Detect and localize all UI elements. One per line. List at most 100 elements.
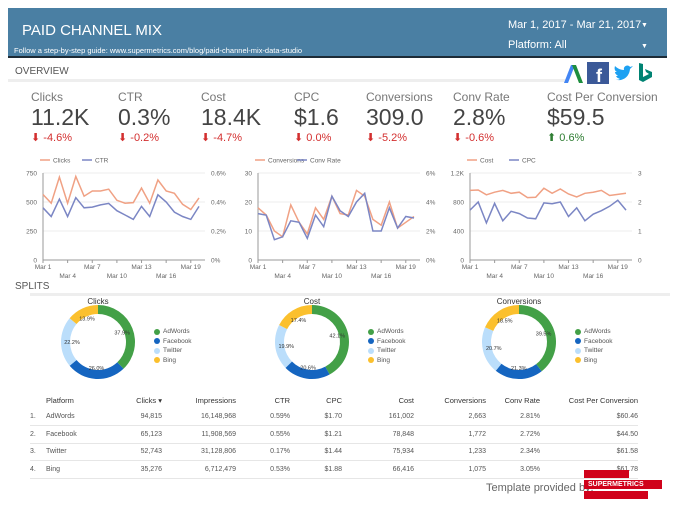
x-tick-label: Mar 16 — [156, 273, 177, 280]
x-tick-label: Mar 13 — [346, 264, 367, 271]
table-row[interactable]: 1. AdWords 94,815 16,148,968 0.59% $1.70 161,0… — [30, 408, 638, 426]
date-chevron-down-icon[interactable]: ▼ — [641, 22, 648, 29]
x-tick-label: Mar 13 — [558, 264, 579, 271]
donut-chart: 42.1% 20.6% 19.9% 17.4% — [275, 305, 349, 379]
donut-title: Cost — [303, 297, 321, 306]
x-tick-label: Mar 1 — [35, 264, 52, 271]
cell-value: 0.55% — [236, 425, 290, 444]
facebook-icon: f — [587, 62, 609, 84]
arrow-down-icon: ⬇ — [31, 132, 41, 144]
kpi-conv-rate: Conv Rate 2.8% ⬇ -0.6% — [453, 90, 510, 144]
col-platform[interactable]: Platform — [46, 395, 74, 405]
x-tick-label: Mar 16 — [583, 273, 604, 280]
legend-label: Clicks — [53, 158, 71, 165]
donut-slice-adwords — [519, 305, 557, 372]
cell-value: 52,743 — [106, 443, 162, 461]
kpi-delta-value: -4.7% — [213, 132, 243, 144]
legend-item: AdWords — [368, 327, 406, 337]
legend-dot — [368, 347, 374, 354]
cell-value: 65,123 — [106, 425, 162, 444]
legend-item: AdWords — [154, 327, 192, 337]
platform-table: Platform Clicks ▾ Impressions CTR CPC Co… — [30, 392, 638, 479]
legend-label: CPC — [522, 158, 536, 165]
x-tick-label: Mar 7 — [299, 264, 316, 271]
guide-link[interactable]: Follow a step-by-step guide: www.superme… — [14, 46, 303, 55]
kpi-label: Conversions — [366, 90, 433, 104]
date-range-picker[interactable]: Mar 1, 2017 - Mar 21, 2017 — [508, 19, 642, 31]
y2-tick-label: 1 — [638, 229, 642, 236]
kpi-label: Clicks — [31, 90, 63, 104]
clicks-ctr-chart: Clicks CTR 0 0% 250 0.2% 500 0.4% 750 0.6% Mar 1 Ma… — [26, 158, 226, 281]
y-tick-label: 0 — [248, 258, 252, 265]
y2-tick-label: 4% — [426, 200, 436, 207]
donut-slice-facebook — [495, 363, 542, 379]
y-tick-label: 1.2K — [451, 171, 465, 178]
col-impressions[interactable]: Impressions — [195, 395, 236, 405]
arrow-down-icon: ⬇ — [366, 132, 376, 144]
col-cost[interactable]: Cost — [398, 395, 414, 405]
cell-value: 2.72% — [486, 425, 540, 444]
y-tick-label: 0 — [33, 258, 37, 265]
legend-label: Bing — [163, 356, 177, 364]
donut-slice-label: 19.9% — [278, 344, 294, 350]
y2-tick-label: 6% — [426, 171, 436, 178]
supermetrics-logo: SUPERMETRICS — [584, 470, 662, 499]
platform-name: Bing — [46, 460, 106, 479]
x-tick-label: Mar 10 — [534, 273, 555, 280]
col-ctr[interactable]: CTR — [274, 395, 290, 405]
kpi-value: $59.5 — [547, 104, 605, 130]
legend-item: Facebook — [575, 337, 613, 347]
legend-label: Bing — [584, 356, 598, 364]
kpi-delta-value: -5.2% — [378, 132, 408, 144]
platform-icons: f — [562, 62, 653, 84]
cell-value: 0.17% — [236, 443, 290, 461]
footer-text: Template provided by: — [486, 482, 594, 494]
x-tick-label: Mar 1 — [250, 264, 267, 271]
kpi-conversions: Conversions 309.0 ⬇ -5.2% — [366, 90, 433, 144]
donut-slice-bing — [279, 305, 312, 330]
table-row[interactable]: 2. Facebook 65,123 11,908,569 0.55% $1.21 78,8… — [30, 425, 638, 444]
donut-slice-label: 21.3% — [511, 366, 527, 372]
legend-item: Facebook — [368, 337, 406, 347]
kpi-delta: ⬇ 0.0% — [294, 131, 339, 144]
donut-slice-twitter — [61, 318, 77, 366]
col-clicks[interactable]: Clicks ▾ — [136, 395, 162, 405]
legend-label: CTR — [95, 158, 109, 165]
donut-legend: AdWords Facebook Twitter Bing — [368, 327, 406, 365]
cell-value: 78,848 — [342, 425, 414, 444]
donut-slice-label: 17.4% — [291, 318, 307, 324]
legend-item: Bing — [154, 356, 192, 366]
y2-tick-label: 3 — [638, 171, 642, 178]
col-cpc[interactable]: CPC — [326, 395, 342, 405]
table-row[interactable]: 4. Bing 35,276 6,712,479 0.53% $1.88 66,416 1,0… — [30, 460, 638, 479]
cell-value: 94,815 — [106, 408, 162, 426]
y-tick-label: 30 — [245, 171, 253, 178]
donut-slice-label: 13.9% — [79, 316, 95, 322]
kpi-delta-value: 0.6% — [559, 132, 585, 144]
legend-label: AdWords — [163, 328, 190, 336]
x-tick-label: Mar 10 — [107, 273, 128, 280]
cell-value: 1,772 — [414, 425, 486, 444]
legend-dot — [575, 357, 581, 364]
platform-filter[interactable]: Platform: All — [508, 39, 567, 51]
col-conversions[interactable]: Conversions — [444, 395, 486, 405]
x-tick-label: Mar 7 — [84, 264, 101, 271]
conversions-convrate-chart: Conversions Conv Rate 0 0% 10 2% 20 4% 30 6% Mar 1… — [245, 158, 436, 281]
y-tick-label: 20 — [245, 200, 253, 207]
twitter-icon — [614, 65, 633, 81]
col-cost-per-conversion[interactable]: Cost Per Conversion — [568, 395, 638, 405]
col-conv-rate[interactable]: Conv Rate — [504, 395, 540, 405]
series-line-cost — [469, 187, 627, 199]
y-tick-label: 250 — [26, 229, 37, 236]
x-tick-label: Mar 4 — [486, 273, 503, 280]
cell-value: $44.50 — [540, 425, 638, 444]
donut-slice-adwords — [98, 305, 136, 369]
platform-chevron-down-icon[interactable]: ▼ — [641, 43, 648, 50]
cell-value: 1,233 — [414, 443, 486, 461]
table-row[interactable]: 3. Twitter 52,743 31,128,806 0.17% $1.44 75,93… — [30, 443, 638, 461]
cell-value: $1.70 — [290, 408, 342, 426]
cost-cpc-chart: Cost CPC 0 0 400 1 800 2 1.2K 3 Mar 1 Mar 4 Mar 7 Mar… — [451, 158, 642, 281]
kpi-clicks: Clicks 11.2K ⬇ -4.6% — [31, 90, 89, 144]
row-index: 2. — [30, 425, 46, 444]
series-line-clicks — [42, 174, 200, 211]
